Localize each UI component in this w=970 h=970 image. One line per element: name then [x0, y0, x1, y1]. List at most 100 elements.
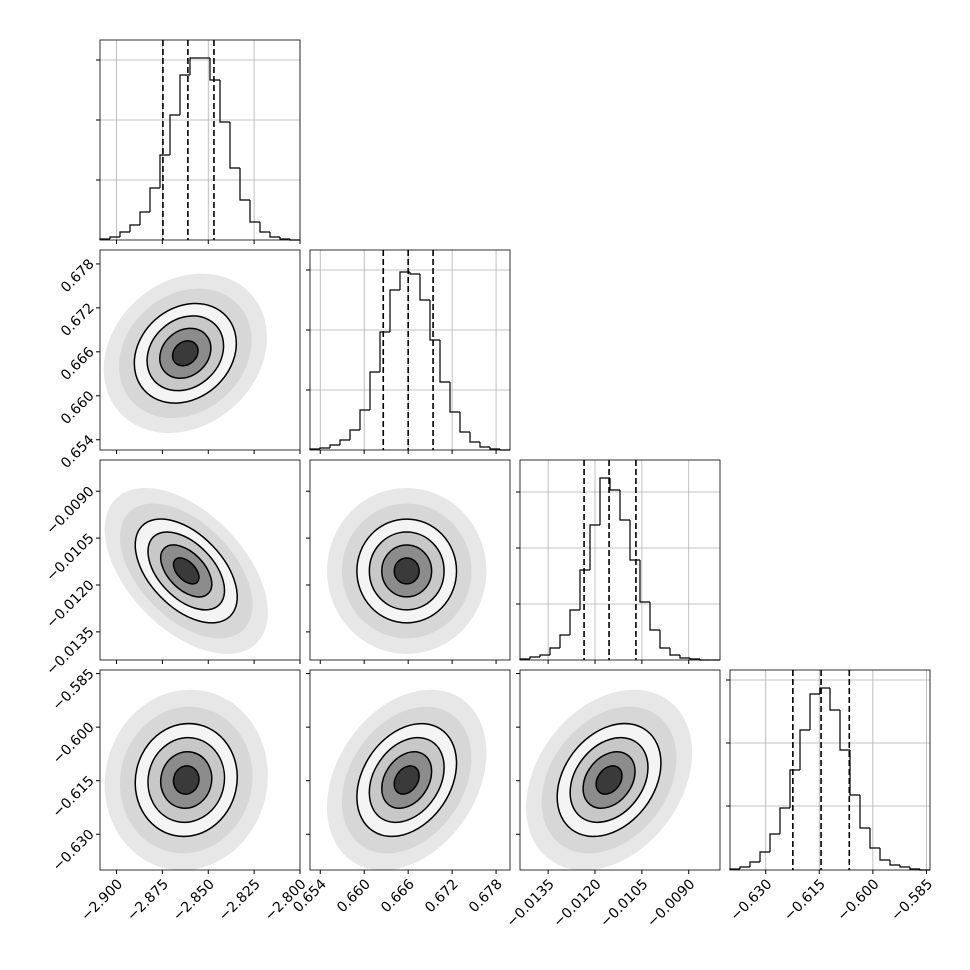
x-tick-label: −2.850 — [170, 876, 218, 924]
hist-bin — [639, 560, 650, 603]
panel-frame — [99, 459, 301, 661]
panel-frame — [99, 669, 301, 871]
hist-bin — [659, 630, 670, 649]
contour — [146, 315, 225, 392]
contour — [569, 736, 649, 824]
hist-bin — [779, 807, 790, 834]
contour — [368, 736, 445, 824]
density-fill — [173, 765, 199, 795]
contour-group — [526, 689, 693, 870]
contour — [356, 518, 458, 624]
contour — [159, 327, 212, 379]
hist-bin — [769, 833, 780, 852]
contour — [171, 340, 199, 367]
hist-bin — [189, 57, 200, 75]
hist-bin — [449, 382, 460, 413]
density-fill — [394, 765, 420, 795]
hist-bin — [889, 860, 900, 866]
hist-bin — [909, 867, 920, 870]
contour — [133, 302, 238, 404]
x-tick-label: 0.678 — [466, 876, 506, 916]
hist-bin — [579, 569, 590, 610]
hist-bin — [599, 477, 610, 525]
panel-frame — [99, 39, 301, 241]
y-tick-label: −0.600 — [50, 719, 98, 767]
hist-bin — [869, 828, 880, 849]
y-tick-label: 0.678 — [58, 256, 98, 296]
hist-bin — [109, 236, 120, 239]
hist-bin — [679, 655, 690, 659]
contour — [159, 544, 213, 598]
contour — [159, 751, 213, 809]
y-tick-label: 0.672 — [58, 300, 98, 340]
hist-bin — [469, 432, 480, 443]
y-tick-label: −0.630 — [50, 827, 98, 875]
x-tick-label: −2.825 — [216, 876, 264, 924]
x-tick-label: −0.585 — [888, 876, 936, 924]
contour — [147, 531, 226, 611]
hist-bin — [349, 429, 360, 440]
panel-frame — [309, 669, 511, 871]
hist-bin — [619, 490, 630, 521]
hist-bin — [209, 58, 220, 81]
hist-bin — [179, 74, 190, 115]
density-fill — [172, 340, 199, 366]
hist-bin — [459, 412, 470, 433]
hist-bin — [559, 634, 570, 648]
contour — [134, 722, 238, 838]
x-tick-label: −0.600 — [835, 876, 883, 924]
y-tick-label: 0.660 — [58, 388, 98, 428]
hist-bin — [589, 524, 600, 570]
hist-bin — [539, 654, 550, 657]
density-fill — [394, 557, 420, 584]
x-tick-label: −0.0090 — [644, 876, 698, 930]
x-tick-label: −0.0135 — [504, 876, 558, 930]
hist-bin — [169, 114, 180, 155]
contour — [368, 531, 445, 611]
contour-group — [326, 689, 487, 870]
hist-bin — [239, 168, 250, 201]
x-tick-label: 0.666 — [378, 876, 418, 916]
hist-bin — [629, 520, 640, 561]
y-tick-label: 0.666 — [58, 344, 98, 384]
hist-bin — [409, 272, 420, 275]
hist-bin — [339, 439, 350, 445]
contour-group — [103, 273, 267, 434]
x-tick-label: −0.0105 — [597, 876, 651, 930]
hist-bin — [839, 710, 850, 751]
density-fill — [596, 765, 623, 795]
hist-bin — [549, 647, 560, 655]
hist-bin — [609, 478, 620, 491]
contour — [582, 751, 636, 809]
hist-bin — [859, 795, 870, 829]
hist-bin — [879, 848, 890, 861]
y-tick-label: −0.0105 — [43, 530, 97, 584]
hist-bin — [249, 200, 260, 223]
hist-bin — [429, 300, 440, 341]
hist-bin — [739, 866, 750, 869]
hist-bin — [359, 409, 370, 430]
hist-bin — [829, 688, 840, 711]
hist-bin — [139, 211, 150, 225]
contour — [595, 765, 623, 795]
contour — [381, 751, 433, 809]
hist-bin — [439, 340, 450, 383]
hist-bin — [799, 729, 810, 770]
hist-bin — [669, 648, 680, 656]
hist-bin — [489, 447, 500, 450]
x-tick-label: −0.615 — [781, 876, 829, 924]
hist-bin — [419, 274, 430, 301]
contour — [172, 557, 200, 585]
hist-bin — [219, 80, 230, 123]
hist-bin — [649, 602, 660, 631]
hist-bin — [789, 769, 800, 808]
contour-group — [104, 487, 268, 654]
x-tick-label: −2.900 — [78, 876, 126, 924]
hist-bin — [159, 154, 170, 188]
contour-group — [326, 487, 487, 654]
panel-frame — [309, 459, 511, 661]
x-tick-label: 0.660 — [334, 876, 374, 916]
contour — [556, 722, 662, 838]
contour-group — [104, 689, 268, 870]
panel-frame — [729, 669, 931, 871]
